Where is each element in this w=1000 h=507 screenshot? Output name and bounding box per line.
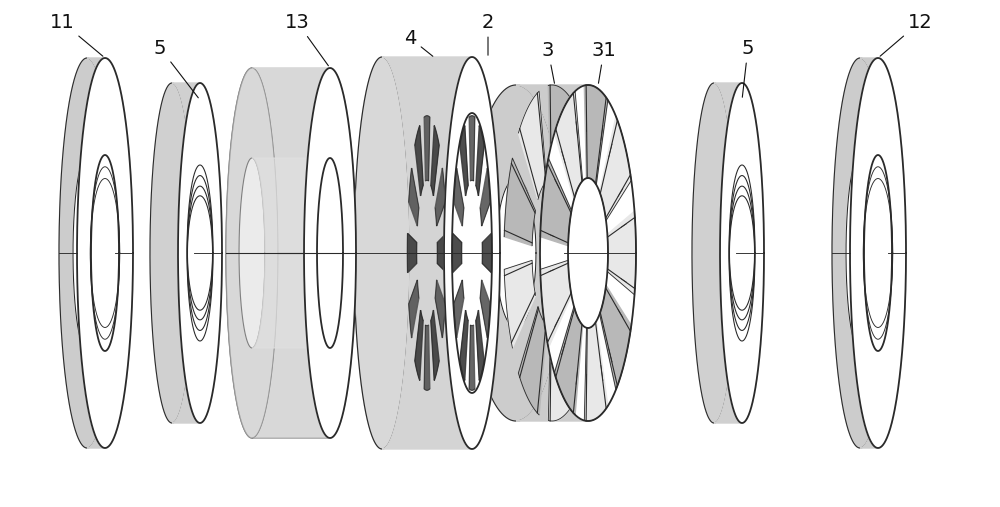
Polygon shape bbox=[468, 85, 564, 421]
Polygon shape bbox=[77, 58, 133, 448]
Polygon shape bbox=[252, 158, 343, 348]
Polygon shape bbox=[692, 83, 736, 423]
Polygon shape bbox=[252, 68, 356, 438]
Polygon shape bbox=[554, 91, 583, 199]
Polygon shape bbox=[150, 83, 194, 423]
Polygon shape bbox=[354, 57, 410, 449]
Polygon shape bbox=[540, 158, 571, 246]
Polygon shape bbox=[564, 285, 595, 389]
Polygon shape bbox=[178, 83, 222, 423]
Polygon shape bbox=[568, 178, 608, 328]
Polygon shape bbox=[452, 113, 492, 393]
Polygon shape bbox=[584, 321, 608, 421]
Polygon shape bbox=[87, 58, 133, 448]
Polygon shape bbox=[548, 85, 572, 185]
Polygon shape bbox=[564, 117, 595, 221]
Polygon shape bbox=[59, 58, 115, 448]
Text: 5: 5 bbox=[742, 39, 754, 97]
Polygon shape bbox=[382, 57, 500, 449]
Polygon shape bbox=[480, 280, 490, 338]
Polygon shape bbox=[571, 211, 600, 295]
Polygon shape bbox=[504, 260, 535, 348]
Polygon shape bbox=[407, 233, 417, 273]
Polygon shape bbox=[860, 58, 906, 448]
Polygon shape bbox=[444, 57, 500, 449]
Polygon shape bbox=[548, 321, 572, 421]
Text: 2: 2 bbox=[482, 13, 494, 55]
Polygon shape bbox=[91, 155, 119, 351]
Polygon shape bbox=[452, 233, 462, 273]
Polygon shape bbox=[540, 260, 571, 348]
Polygon shape bbox=[476, 126, 484, 196]
Polygon shape bbox=[437, 233, 447, 273]
Polygon shape bbox=[226, 68, 330, 438]
Polygon shape bbox=[850, 58, 906, 448]
Polygon shape bbox=[554, 307, 583, 415]
Polygon shape bbox=[460, 310, 468, 380]
Polygon shape bbox=[480, 168, 490, 226]
Polygon shape bbox=[516, 85, 636, 421]
Text: 11: 11 bbox=[50, 13, 103, 56]
Polygon shape bbox=[304, 68, 356, 438]
Polygon shape bbox=[469, 116, 475, 181]
Polygon shape bbox=[476, 310, 484, 380]
Polygon shape bbox=[415, 310, 423, 380]
Polygon shape bbox=[518, 91, 547, 199]
Polygon shape bbox=[540, 85, 636, 421]
Polygon shape bbox=[454, 168, 464, 226]
Polygon shape bbox=[172, 83, 222, 423]
Polygon shape bbox=[504, 158, 535, 246]
Polygon shape bbox=[454, 280, 464, 338]
Polygon shape bbox=[73, 155, 101, 351]
Polygon shape bbox=[714, 83, 764, 423]
Polygon shape bbox=[226, 68, 278, 438]
Polygon shape bbox=[864, 155, 892, 351]
Polygon shape bbox=[409, 280, 419, 338]
Polygon shape bbox=[415, 126, 423, 196]
Polygon shape bbox=[482, 233, 492, 273]
Polygon shape bbox=[518, 307, 547, 415]
Polygon shape bbox=[424, 325, 430, 390]
Text: 3: 3 bbox=[542, 41, 554, 83]
Polygon shape bbox=[832, 58, 888, 448]
Polygon shape bbox=[720, 83, 764, 423]
Polygon shape bbox=[431, 310, 439, 380]
Polygon shape bbox=[600, 285, 631, 389]
Text: 13: 13 bbox=[285, 13, 328, 66]
Polygon shape bbox=[584, 85, 608, 185]
Polygon shape bbox=[460, 126, 468, 196]
Polygon shape bbox=[409, 168, 419, 226]
Text: 12: 12 bbox=[880, 13, 932, 56]
Polygon shape bbox=[239, 158, 265, 348]
Text: 5: 5 bbox=[154, 39, 198, 98]
Polygon shape bbox=[496, 178, 536, 328]
Text: 31: 31 bbox=[592, 41, 616, 83]
Polygon shape bbox=[431, 126, 439, 196]
Polygon shape bbox=[607, 211, 636, 295]
Polygon shape bbox=[846, 155, 874, 351]
Polygon shape bbox=[435, 168, 445, 226]
Polygon shape bbox=[317, 158, 343, 348]
Polygon shape bbox=[600, 117, 631, 221]
Text: 4: 4 bbox=[404, 28, 433, 56]
Polygon shape bbox=[435, 280, 445, 338]
Polygon shape bbox=[424, 116, 430, 181]
Polygon shape bbox=[469, 325, 475, 390]
